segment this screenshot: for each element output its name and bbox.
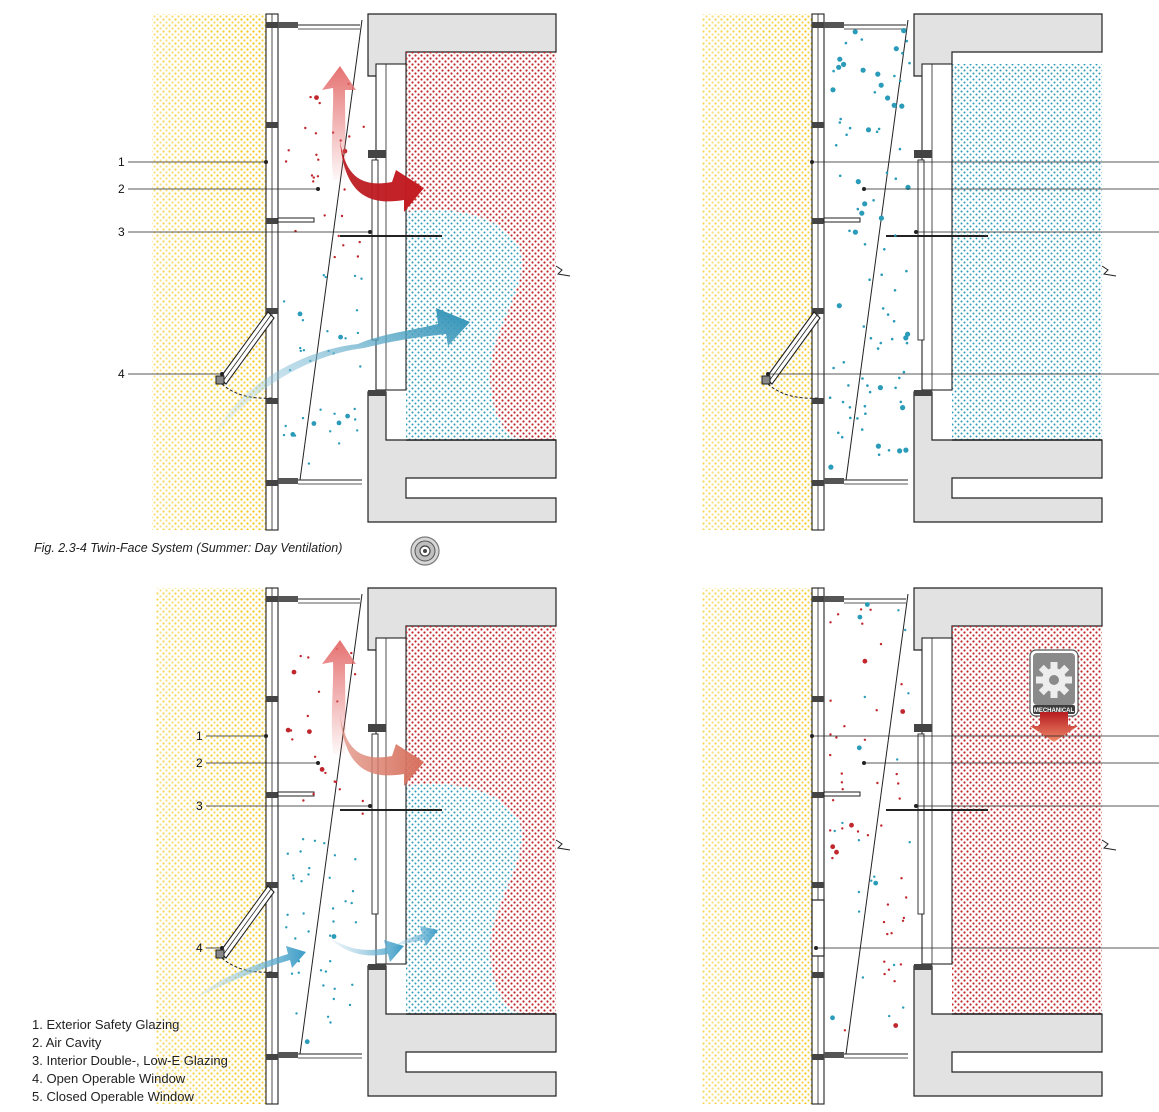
floor-slab	[913, 965, 1103, 1097]
facade-panel-top-left: 1 2 3 4	[118, 13, 571, 531]
operable-window-open	[215, 885, 275, 973]
warm-into-room-arrow	[340, 714, 424, 786]
callout-label-1: 1	[118, 155, 125, 169]
cavity-particles	[282, 82, 365, 465]
callout-dot	[862, 187, 866, 191]
floor-slab	[913, 391, 1103, 523]
mechanical-down-arrow	[1030, 712, 1078, 742]
callout-dot	[914, 804, 918, 808]
callout-dot	[914, 230, 918, 234]
operable-window-open	[761, 311, 821, 399]
mechanical-label: MECHANICAL	[1034, 708, 1075, 714]
cool-in-arrow	[196, 946, 306, 998]
legend: 1. Exterior Safety Glazing 2. Air Cavity…	[32, 1017, 228, 1104]
callout-dot	[316, 187, 320, 191]
interior-glazing	[921, 63, 953, 391]
callout-dot	[368, 804, 372, 808]
interior-room	[952, 64, 1102, 440]
callout-dot	[862, 761, 866, 765]
mechanical-badge: MECHANICAL	[1029, 649, 1079, 717]
interior-room	[406, 52, 556, 440]
operable-window-closed	[811, 899, 825, 957]
warm-up-arrow	[322, 640, 356, 754]
interior-glazing	[921, 637, 953, 965]
figure-caption: Fig. 2.3-4 Twin-Face System (Summer: Day…	[34, 541, 342, 555]
interior-room	[952, 626, 1102, 1014]
floor-slab	[367, 965, 557, 1097]
callout-dot	[264, 734, 268, 738]
interior-room	[406, 626, 556, 1014]
cool-air	[406, 783, 522, 1014]
floor-slab	[367, 391, 557, 523]
operable-window-open	[215, 311, 275, 399]
callout-dot	[810, 160, 814, 164]
callout-label-1: 1	[196, 729, 203, 743]
legend-item: 3. Interior Double-, Low-E Glazing	[32, 1053, 228, 1068]
warm-air	[952, 626, 1102, 1014]
callout-dot	[766, 372, 770, 376]
cool-in-arrow	[330, 938, 404, 962]
legend-item: 5. Closed Operable Window	[32, 1089, 194, 1104]
interior-glazing	[375, 637, 407, 965]
cavity-particles	[285, 647, 364, 1045]
callout-label-3: 3	[196, 799, 203, 813]
callout-label-2: 2	[118, 182, 125, 196]
callout-label-4: 4	[118, 367, 125, 381]
callout-dot	[316, 761, 320, 765]
cavity-particles	[828, 28, 911, 470]
warm-up-arrow	[322, 66, 356, 180]
callout-dot	[810, 734, 814, 738]
cool-in-arrow	[392, 926, 438, 946]
callout-dot	[220, 372, 224, 376]
gear-icon	[1036, 662, 1072, 698]
callout-label-4: 4	[196, 941, 203, 955]
callout-dot	[220, 946, 224, 950]
cavity-particles	[829, 602, 911, 1032]
legend-item: 4. Open Operable Window	[32, 1071, 186, 1086]
disc-icon[interactable]	[410, 536, 440, 566]
warm-into-room-arrow	[340, 140, 424, 212]
callout-dot	[814, 946, 818, 950]
callout-dot	[368, 230, 372, 234]
cool-air	[952, 64, 1102, 440]
callout-label-2: 2	[196, 756, 203, 770]
callout-dot	[264, 160, 268, 164]
facade-panel-bottom-right: MECHANICAL1235	[702, 587, 1159, 1105]
legend-item: 1. Exterior Safety Glazing	[32, 1017, 179, 1032]
facade-panel-bottom-left: 1 2 3 4	[156, 587, 571, 1105]
legend-item: 2. Air Cavity	[32, 1035, 102, 1050]
cool-in-arrow	[212, 308, 470, 440]
callout-label-3: 3	[118, 225, 125, 239]
